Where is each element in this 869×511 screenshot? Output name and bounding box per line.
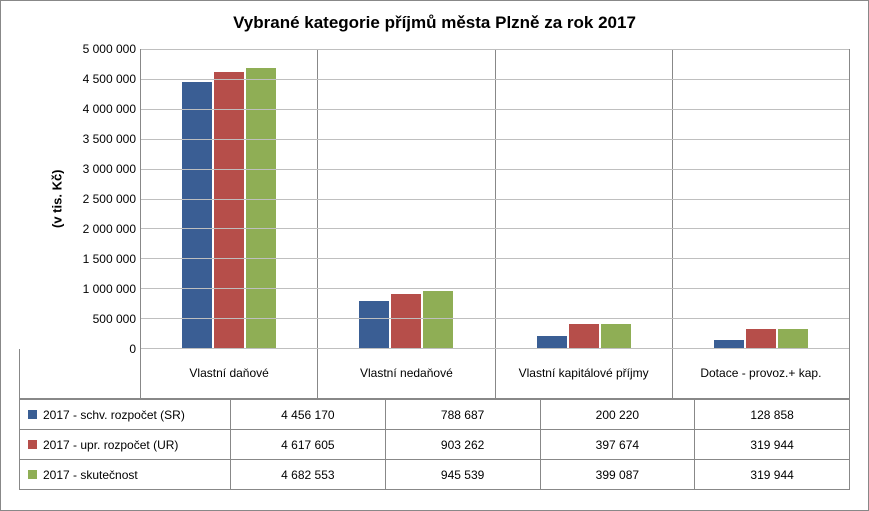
plot-wrapper: (v tis. Kč) 0500 0001 000 0001 500 0002 … — [46, 49, 850, 349]
table-cell: 4 682 553 — [231, 459, 386, 489]
chart-title: Vybrané kategorie příjmů města Plzně za … — [1, 1, 868, 39]
gridline — [141, 318, 849, 319]
gridline — [141, 199, 849, 200]
table-cell: 319 944 — [695, 429, 850, 459]
bar — [214, 72, 244, 348]
gridline — [141, 228, 849, 229]
plot-area — [140, 49, 850, 349]
table-row: 2017 - schv. rozpočet (SR) 4 456 170788 6… — [20, 399, 850, 429]
table-cell: 128 858 — [695, 399, 850, 429]
x-axis-label: Vlastní kapitálové příjmy — [496, 349, 673, 399]
y-tick: 3 000 000 — [83, 162, 136, 176]
chart-container: Vybrané kategorie příjmů města Plzně za … — [0, 0, 869, 511]
legend-label: 2017 - upr. rozpočet (UR) — [43, 438, 178, 452]
y-tick: 1 500 000 — [83, 252, 136, 266]
bar — [246, 68, 276, 348]
legend-label: 2017 - schv. rozpočet (SR) — [43, 408, 185, 422]
table-row: 2017 - skutečnost 4 682 553945 539399 087… — [20, 459, 850, 489]
table-cell: 788 687 — [386, 399, 541, 429]
legend-swatch — [28, 470, 37, 479]
gridline — [141, 139, 849, 140]
legend-spacer — [19, 349, 140, 399]
table-cell: 945 539 — [386, 459, 541, 489]
table-cell: 200 220 — [541, 399, 696, 429]
y-tick: 1 000 000 — [83, 282, 136, 296]
bar — [778, 329, 808, 348]
y-tick: 3 500 000 — [83, 132, 136, 146]
gridline — [141, 109, 849, 110]
gridline — [141, 288, 849, 289]
legend-swatch — [28, 410, 37, 419]
x-axis-label: Vlastní daňové — [141, 349, 318, 399]
y-tick: 4 500 000 — [83, 72, 136, 86]
table-cell: 4 617 605 — [231, 429, 386, 459]
legend-cell: 2017 - skutečnost — [20, 459, 231, 489]
y-tick: 2 000 000 — [83, 222, 136, 236]
legend-cell: 2017 - schv. rozpočet (SR) — [20, 399, 231, 429]
table-cell: 399 087 — [541, 459, 696, 489]
data-table: 2017 - schv. rozpočet (SR) 4 456 170788 6… — [19, 399, 850, 490]
bar — [746, 329, 776, 348]
legend-swatch — [28, 440, 37, 449]
gridline — [141, 169, 849, 170]
y-tick: 5 000 000 — [83, 42, 136, 56]
bar — [182, 82, 212, 348]
table-row: 2017 - upr. rozpočet (UR) 4 617 605903 26… — [20, 429, 850, 459]
bar — [359, 301, 389, 348]
y-axis-label: (v tis. Kč) — [46, 49, 68, 349]
gridline — [141, 49, 849, 50]
table-cell: 397 674 — [541, 429, 696, 459]
bar — [537, 336, 567, 348]
table-cell: 319 944 — [695, 459, 850, 489]
y-tick: 2 500 000 — [83, 192, 136, 206]
bar — [569, 324, 599, 348]
legend-cell: 2017 - upr. rozpočet (UR) — [20, 429, 231, 459]
legend-label: 2017 - skutečnost — [43, 468, 138, 482]
y-tick: 4 000 000 — [83, 102, 136, 116]
y-axis: 0500 0001 000 0001 500 0002 000 0002 500… — [68, 49, 140, 349]
x-axis-labels: Vlastní daňovéVlastní nedaňovéVlastní ka… — [140, 349, 850, 399]
bar — [391, 294, 421, 348]
table-cell: 4 456 170 — [231, 399, 386, 429]
y-tick: 500 000 — [93, 312, 136, 326]
bar — [601, 324, 631, 348]
bar — [714, 340, 744, 348]
table-cell: 903 262 — [386, 429, 541, 459]
gridline — [141, 79, 849, 80]
x-axis-label: Vlastní nedaňové — [318, 349, 495, 399]
x-axis-label: Dotace - provoz.+ kap. — [673, 349, 850, 399]
bar — [423, 291, 453, 348]
gridline — [141, 258, 849, 259]
